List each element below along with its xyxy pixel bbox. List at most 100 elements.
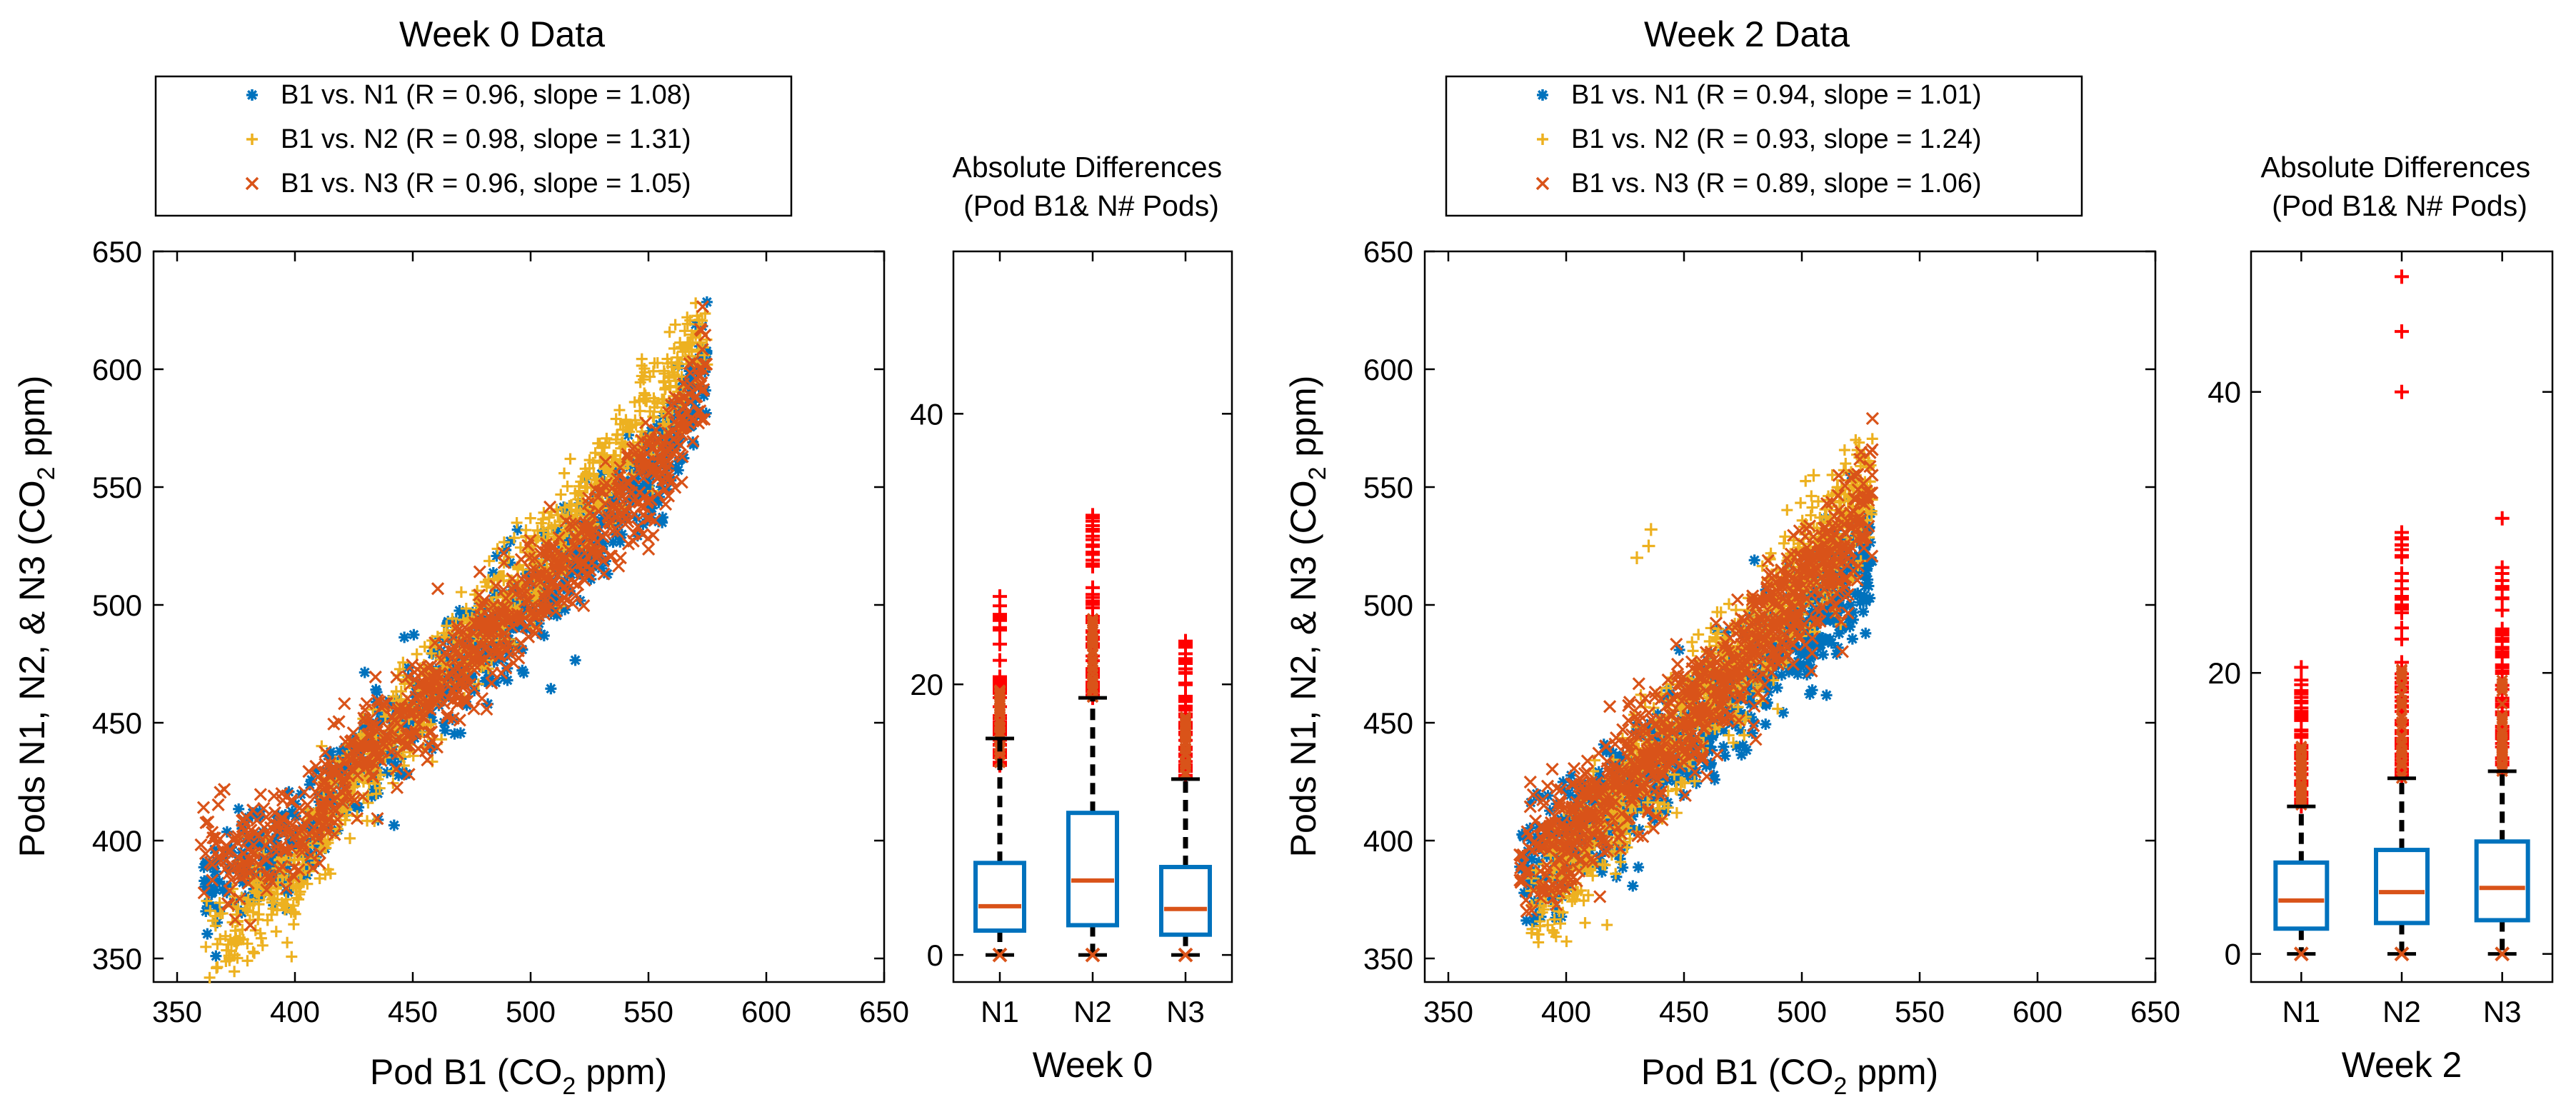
- series-n3-points: [194, 300, 713, 932]
- week2-y-axis-label: Pods N1, N2, & N3 (CO2 ppm): [1283, 376, 1331, 858]
- x-tick-label: 350: [152, 995, 202, 1028]
- category-label-n2: N2: [1073, 995, 1112, 1028]
- week2-legend: [1445, 75, 2083, 217]
- box-n2: [1066, 508, 1119, 963]
- iqr-box: [973, 861, 1026, 933]
- box-n2: [2374, 269, 2430, 962]
- y-tick-label: 40: [910, 397, 943, 431]
- week0-scatter-title: Week 0 Data: [399, 14, 605, 54]
- extra-outlier: [2395, 269, 2409, 284]
- week0-box-title-line1: Absolute Differences: [953, 151, 1223, 184]
- low-outlier: [1178, 947, 1193, 963]
- legend-marker-n2: [1537, 134, 1548, 145]
- week0-y-axis-label: Pods N1, N2, & N3 (CO2 ppm): [12, 376, 60, 858]
- legend-marker-n1: [246, 89, 258, 101]
- extra-outlier: [2395, 384, 2409, 399]
- iqr-box: [1159, 864, 1212, 937]
- extra-outlier: [2395, 324, 2409, 339]
- x-tick-label: 550: [623, 995, 673, 1028]
- week0-box-title-line2: (Pod B1& N# Pods): [963, 189, 1219, 222]
- category-label-n1: N1: [2282, 995, 2320, 1028]
- series-n3: [194, 300, 713, 932]
- low-outlier: [1085, 947, 1101, 963]
- y-tick-label: 350: [1363, 942, 1413, 976]
- x-tick-label: 600: [2013, 995, 2063, 1028]
- outlier-overlay: [1086, 613, 1099, 703]
- week2-box-title: Absolute Differences (Pod B1& N# Pods): [2261, 151, 2539, 222]
- iqr-box: [2374, 848, 2430, 926]
- x-tick-label: 450: [1659, 995, 1709, 1028]
- week0-box-panel: Absolute Differences (Pod B1& N# Pods) 0…: [910, 151, 1233, 1085]
- week2-x-axis-label: Pod B1 (CO2 ppm): [1641, 1052, 1938, 1100]
- box-n3: [1159, 633, 1212, 963]
- y-tick-label: 550: [1363, 471, 1413, 504]
- y-tick-label: 0: [927, 938, 943, 972]
- legend-label-n1: B1 vs. N1 (R = 0.96, slope = 1.08): [281, 80, 691, 110]
- box-n1: [2273, 660, 2330, 962]
- legend-marker-n1: [1537, 89, 1548, 101]
- x-tick-label: 600: [741, 995, 791, 1028]
- low-outlier: [992, 947, 1008, 963]
- x-tick-label: 500: [1777, 995, 1827, 1028]
- low-outlier: [2495, 946, 2510, 962]
- iqr-box: [1066, 811, 1119, 928]
- y-tick-label: 20: [910, 668, 943, 701]
- y-tick-label: 40: [2207, 376, 2241, 409]
- outlier-overlay: [1179, 711, 1192, 781]
- week2-box-title-line2: (Pod B1& N# Pods): [2272, 189, 2527, 222]
- y-tick-label: 500: [1363, 588, 1413, 622]
- week0-legend: [154, 75, 793, 217]
- y-tick-label: 400: [1363, 824, 1413, 858]
- extra-outlier: [2495, 511, 2510, 526]
- legend-marker-n3: [245, 176, 259, 191]
- week2-box-panel: Absolute Differences (Pod B1& N# Pods) 0…: [2207, 151, 2554, 1085]
- legend-label-n2: B1 vs. N2 (R = 0.93, slope = 1.24): [1571, 124, 1982, 154]
- y-tick-label: 650: [92, 235, 142, 269]
- iqr-box: [2273, 860, 2330, 931]
- legend-label-n2: B1 vs. N2 (R = 0.98, slope = 1.31): [281, 124, 691, 154]
- category-label-n3: N3: [1166, 995, 1205, 1028]
- week2-box-title-line1: Absolute Differences: [2261, 151, 2531, 184]
- outlier-overlay: [993, 684, 1006, 768]
- week2-scatter-panel: Week 2 Data B1 vs. N1 (R = 0.94, slope =…: [1283, 14, 2180, 1100]
- week2-scatter-title: Week 2 Data: [1644, 14, 1850, 54]
- x-tick-label: 650: [2130, 995, 2180, 1028]
- y-tick-label: 450: [92, 706, 142, 740]
- week0-box-title: Absolute Differences (Pod B1& N# Pods): [953, 151, 1231, 222]
- low-outlier: [2293, 946, 2309, 962]
- x-tick-label: 350: [1423, 995, 1473, 1028]
- y-tick-label: 500: [92, 588, 142, 622]
- category-label-n2: N2: [2382, 995, 2421, 1028]
- x-tick-label: 450: [388, 995, 438, 1028]
- week0-x-axis-label-text: Pod B1 (CO: [370, 1052, 563, 1092]
- box-n1: [973, 589, 1026, 963]
- x-tick-label: 650: [859, 995, 909, 1028]
- y-tick-label: 550: [92, 471, 142, 504]
- y-tick-label: 600: [92, 353, 142, 386]
- y-tick-label: 400: [92, 824, 142, 858]
- category-label-n3: N3: [2483, 995, 2522, 1028]
- legend-marker-n2: [246, 134, 258, 145]
- series-n3: [1513, 411, 1880, 918]
- week2-box-x-label: Week 2: [2342, 1045, 2462, 1085]
- week0-box-x-label: Week 0: [1033, 1045, 1153, 1085]
- low-outlier: [2394, 946, 2410, 962]
- category-label-n1: N1: [981, 995, 1019, 1028]
- outlier-overlay: [2496, 674, 2508, 778]
- x-tick-label: 400: [270, 995, 320, 1028]
- week0-scatter-panel: Week 0 Data B1 vs. N1 (R = 0.96, slope =…: [12, 14, 909, 1100]
- outlier-overlay: [2395, 663, 2408, 784]
- y-tick-label: 350: [92, 942, 142, 976]
- legend-label-n1: B1 vs. N1 (R = 0.94, slope = 1.01): [1571, 80, 1982, 110]
- x-tick-label: 550: [1895, 995, 1945, 1028]
- box-n3: [2474, 511, 2530, 962]
- iqr-box: [2474, 839, 2530, 923]
- y-tick-label: 20: [2207, 656, 2241, 690]
- legend-label-n3: B1 vs. N3 (R = 0.96, slope = 1.05): [281, 169, 691, 199]
- series-n3-points: [1513, 411, 1880, 918]
- y-tick-label: 650: [1363, 235, 1413, 269]
- legend-label-n3: B1 vs. N3 (R = 0.89, slope = 1.06): [1571, 169, 1982, 199]
- y-tick-label: 450: [1363, 706, 1413, 740]
- x-tick-label: 500: [506, 995, 556, 1028]
